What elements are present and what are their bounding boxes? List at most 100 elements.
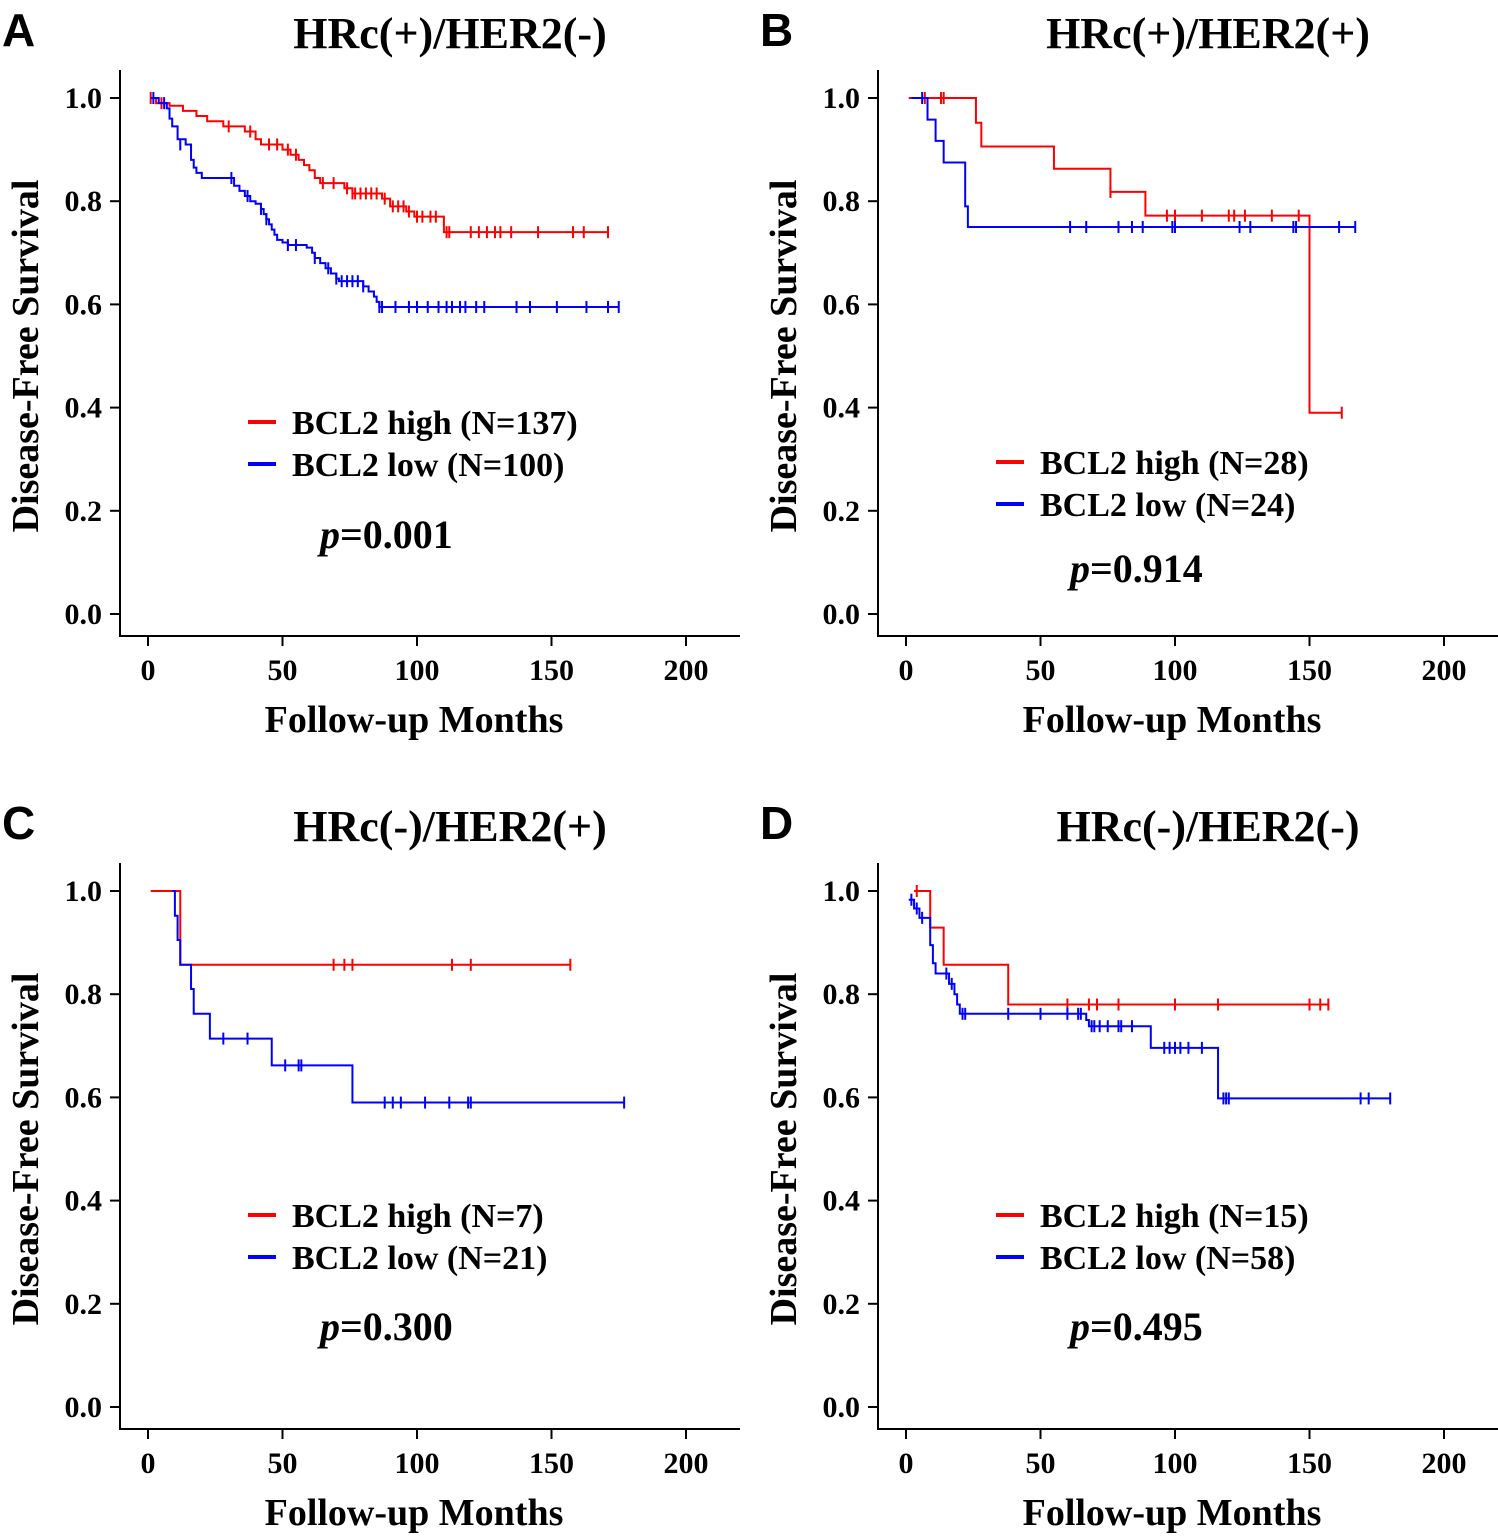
legend-label-high: BCL2 high (N=28) <box>1040 445 1309 482</box>
survival-curve <box>908 97 1342 414</box>
legend-label-high: BCL2 high (N=7) <box>292 1198 544 1235</box>
x-tick-label: 0 <box>899 654 914 687</box>
chart-title: HRc(-)/HER2(+) <box>293 802 606 851</box>
x-tick-label: 100 <box>1153 1447 1198 1480</box>
y-tick-label: 0.4 <box>823 1185 861 1218</box>
survival-curve <box>150 890 571 966</box>
x-tick-label: 200 <box>664 1447 709 1480</box>
axis-frame <box>119 863 740 1430</box>
y-axis-label: Disease-Free Survival <box>763 973 805 1326</box>
x-tick-label: 50 <box>1026 1447 1056 1480</box>
legend-label-low: BCL2 low (N=21) <box>292 1240 547 1277</box>
legend-label-high: BCL2 high (N=137) <box>292 405 578 442</box>
x-axis-label: Follow-up Months <box>1023 699 1322 741</box>
series-low <box>172 890 626 1109</box>
series-high <box>150 890 572 971</box>
y-tick-label: 0.4 <box>65 392 103 425</box>
axis-frame <box>877 70 1498 637</box>
y-tick-label: 0.0 <box>65 598 103 631</box>
axis-frame <box>119 70 740 637</box>
y-tick-label: 0.8 <box>65 978 103 1011</box>
y-tick-label: 0.8 <box>65 185 103 218</box>
y-tick-label: 0.8 <box>823 185 861 218</box>
y-tick-label: 0.0 <box>823 598 861 631</box>
y-tick-label: 1.0 <box>823 82 861 115</box>
x-tick-label: 200 <box>1422 1447 1467 1480</box>
chart-title: HRc(-)/HER2(-) <box>1056 802 1359 851</box>
chart-panel-d: D HRc(-)/HER2(-) 0.0 0.2 0.4 0.6 0.8 1.0 0 50 100 1… <box>760 797 1498 1534</box>
y-tick-label: 0.4 <box>823 392 861 425</box>
y-tick-label: 1.0 <box>65 82 103 115</box>
x-tick-label: 100 <box>395 1447 440 1480</box>
series-low <box>150 92 620 313</box>
legend-label-low: BCL2 low (N=24) <box>1040 487 1295 524</box>
x-tick-label: 150 <box>1287 654 1332 687</box>
legend-label-low: BCL2 low (N=58) <box>1040 1240 1295 1277</box>
y-tick-label: 0.2 <box>65 495 103 528</box>
x-tick-label: 100 <box>395 654 440 687</box>
x-tick-label: 50 <box>268 654 298 687</box>
survival-curve <box>172 890 625 1104</box>
y-axis-label: Disease-Free Survival <box>5 973 47 1326</box>
p-value: p=0.495 <box>1067 1304 1203 1349</box>
panel-letter: D <box>760 797 793 849</box>
x-axis-label: Follow-up Months <box>265 699 564 741</box>
p-value-symbol: p <box>1067 546 1090 591</box>
p-value-number: =0.001 <box>340 512 453 557</box>
x-tick-label: 150 <box>529 654 574 687</box>
x-tick-label: 0 <box>899 1447 914 1480</box>
y-axis-label: Disease-Free Survival <box>5 180 47 533</box>
survival-curve <box>911 97 1356 228</box>
series-low <box>908 893 1392 1105</box>
p-value: p=0.300 <box>317 1304 453 1349</box>
series-high <box>914 885 1330 1011</box>
p-value-number: =0.914 <box>1090 546 1203 591</box>
y-tick-label: 0.2 <box>823 1288 861 1321</box>
chart-panel-b: B HRc(+)/HER2(+) 0.0 0.2 0.4 0.6 0.8 1.0 0 50 100 1… <box>760 4 1498 741</box>
x-tick-label: 200 <box>1422 654 1467 687</box>
x-tick-label: 150 <box>1287 1447 1332 1480</box>
x-tick-label: 150 <box>529 1447 574 1480</box>
y-tick-label: 0.6 <box>823 288 861 321</box>
x-tick-label: 100 <box>1153 654 1198 687</box>
series-low <box>911 92 1357 233</box>
series-high <box>149 92 609 239</box>
p-value: p=0.914 <box>1067 546 1203 591</box>
legend-label-high: BCL2 high (N=15) <box>1040 1198 1309 1235</box>
x-tick-label: 200 <box>664 654 709 687</box>
x-axis-label: Follow-up Months <box>1023 1492 1322 1534</box>
y-tick-label: 0.2 <box>823 495 861 528</box>
x-axis-label: Follow-up Months <box>265 1492 564 1534</box>
y-tick-label: 1.0 <box>823 875 861 908</box>
p-value-number: =0.300 <box>340 1304 453 1349</box>
y-tick-label: 0.6 <box>65 1081 103 1114</box>
p-value: p=0.001 <box>317 512 453 557</box>
y-tick-label: 1.0 <box>65 875 103 908</box>
x-tick-label: 50 <box>268 1447 298 1480</box>
survival-curve <box>150 97 619 308</box>
p-value-symbol: p <box>317 512 340 557</box>
y-tick-label: 0.2 <box>65 1288 103 1321</box>
survival-curve <box>150 97 608 234</box>
chart-panel-a: A HRc(+)/HER2(-) 0.0 0.2 0.4 0.6 0.8 1.0 0 50 100 1… <box>2 4 740 741</box>
y-tick-label: 0.8 <box>823 978 861 1011</box>
y-tick-label: 0.0 <box>65 1391 103 1424</box>
panel-letter: A <box>2 4 35 56</box>
x-tick-label: 50 <box>1026 654 1056 687</box>
y-tick-label: 0.6 <box>65 288 103 321</box>
chart-panel-c: C HRc(-)/HER2(+) 0.0 0.2 0.4 0.6 0.8 1.0 0 50 100 1… <box>2 797 740 1534</box>
axis-frame <box>877 863 1498 1430</box>
x-tick-label: 0 <box>141 1447 156 1480</box>
panel-letter: B <box>760 4 793 56</box>
survival-curve <box>914 890 1329 1006</box>
p-value-number: =0.495 <box>1090 1304 1203 1349</box>
legend-label-low: BCL2 low (N=100) <box>292 447 564 484</box>
y-tick-label: 0.4 <box>65 1185 103 1218</box>
x-tick-label: 0 <box>141 654 156 687</box>
chart-title: HRc(+)/HER2(+) <box>1046 9 1370 58</box>
panel-letter: C <box>2 797 35 849</box>
survival-curve <box>908 898 1391 1100</box>
p-value-symbol: p <box>1067 1304 1090 1349</box>
y-axis-label: Disease-Free Survival <box>763 180 805 533</box>
